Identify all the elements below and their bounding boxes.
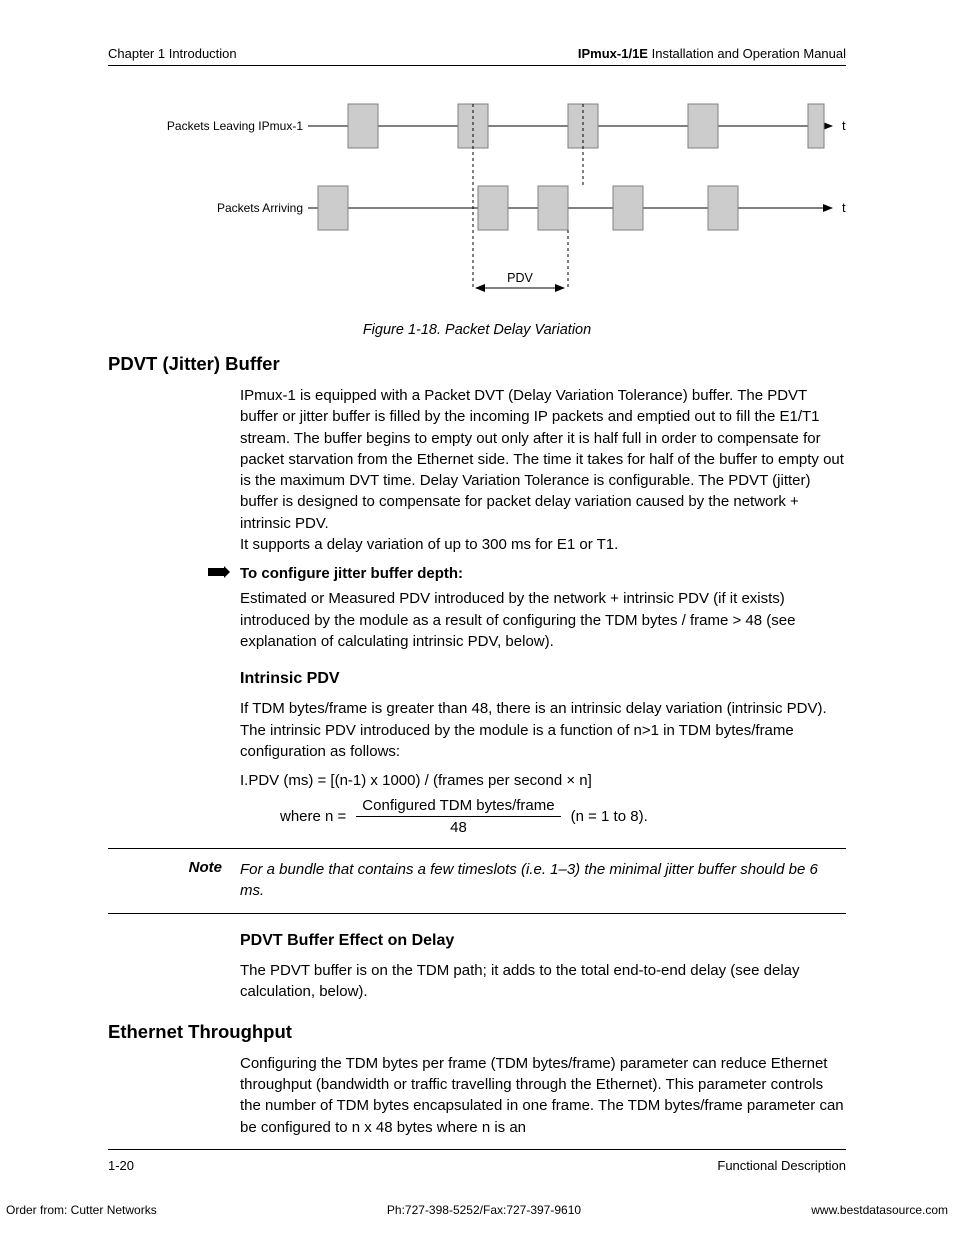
procedure-arrow-icon [108,566,240,578]
fraction-denominator: 48 [356,817,560,836]
fraction: Configured TDM bytes/frame 48 [356,797,560,836]
fraction-numerator: Configured TDM bytes/frame [356,797,560,817]
footer-section: Functional Description [717,1158,846,1173]
running-footer: 1-20 Functional Description [108,1149,846,1173]
figure-caption: Figure 1-18. Packet Delay Variation [108,322,846,338]
packet-delay-diagram: Packets Leaving IPmux-1 t Packets Arrivi… [108,90,846,316]
figure-1-18: Packets Leaving IPmux-1 t Packets Arrivi… [108,90,846,335]
fig-label-arriving: Packets Arriving [217,201,303,215]
footer-page: 1-20 [108,1158,134,1173]
subhead-intrinsic-pdv: Intrinsic PDV [240,670,846,688]
running-header: Chapter 1 Introduction IPmux-1/1E Instal… [108,46,846,66]
where-lhs: where n = [280,808,346,825]
header-manual-bold: IPmux-1/1E [578,46,648,61]
para-intrinsic: If TDM bytes/frame is greater than 48, t… [240,698,846,762]
fig-pdv-label: PDV [507,271,533,285]
order-center: Ph:727-398-5252/Fax:727-397-9610 [387,1203,581,1217]
header-manual-rest: Installation and Operation Manual [648,46,846,61]
where-rhs: (n = 1 to 8). [571,808,648,825]
section-ethernet-throughput: Ethernet Throughput [108,1021,846,1043]
section-pdvt-buffer: PDVT (Jitter) Buffer [108,353,846,375]
procedure-title: To configure jitter buffer depth: [240,565,463,582]
fig-label-leaving: Packets Leaving IPmux-1 [167,119,303,133]
note-label: Note [108,859,240,901]
formula-ipdv: I.PDV (ms) = [(n-1) x 1000) / (frames pe… [240,772,846,789]
note-text: For a bundle that contains a few timeslo… [240,859,846,901]
para-effect: The PDVT buffer is on the TDM path; it a… [240,960,846,1003]
note-block: Note For a bundle that contains a few ti… [108,848,846,914]
subhead-pdvt-effect: PDVT Buffer Effect on Delay [240,932,846,950]
procedure-body: Estimated or Measured PDV introduced by … [240,588,846,652]
header-chapter: Chapter 1 Introduction [108,46,237,61]
header-manual: IPmux-1/1E Installation and Operation Ma… [578,46,846,61]
fig-t-top: t [842,118,846,133]
order-right: www.bestdatasource.com [811,1203,948,1217]
para-ethernet: Configuring the TDM bytes per frame (TDM… [240,1053,846,1138]
para-pdvt-main: IPmux-1 is equipped with a Packet DVT (D… [240,385,846,555]
fig-t-bot: t [842,200,846,215]
order-line: Order from: Cutter Networks Ph:727-398-5… [0,1203,954,1217]
formula-where: where n = Configured TDM bytes/frame 48 … [280,797,648,836]
order-left: Order from: Cutter Networks [6,1203,157,1217]
